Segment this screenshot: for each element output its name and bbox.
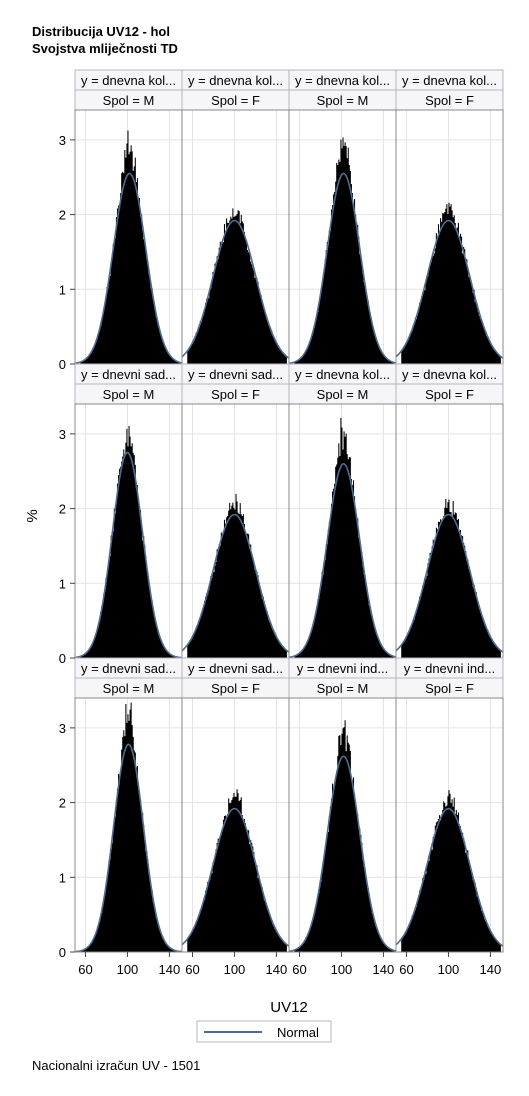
histogram-bars xyxy=(401,790,501,952)
panel-header-spol-label: Spol = F xyxy=(425,387,474,402)
y-tick-label: 3 xyxy=(59,133,66,148)
x-tick-label: 140 xyxy=(480,962,502,977)
y-tick-label: 1 xyxy=(59,870,66,885)
legend-entry-label: Normal xyxy=(277,1025,319,1040)
x-tick-label: 60 xyxy=(292,962,306,977)
panel-header-spol-label: Spol = M xyxy=(103,681,155,696)
histogram-bars xyxy=(294,137,394,364)
histogram-bars xyxy=(80,425,180,658)
x-tick-label: 140 xyxy=(159,962,181,977)
chart-title: Distribucija UV12 - hol xyxy=(32,24,170,39)
panel-header-spol-label: Spol = F xyxy=(211,681,260,696)
panel-header-spol-label: Spol = F xyxy=(211,387,260,402)
panel-header-spol-label: Spol = F xyxy=(425,681,474,696)
normal-curve xyxy=(181,513,290,653)
x-axis-label: UV12 xyxy=(270,999,308,1016)
normal-curve xyxy=(74,451,183,659)
chart-subtitle: Svojstva mliječnosti TD xyxy=(32,41,178,56)
panel-header-spol-label: Spol = M xyxy=(317,387,369,402)
panel-header-spol-label: Spol = M xyxy=(103,387,155,402)
normal-curve xyxy=(74,172,183,365)
panel-header-y-label: y = dnevni ind... xyxy=(297,661,388,676)
x-tick-label: 100 xyxy=(224,962,246,977)
panel-header-y-label: y = dnevna kol... xyxy=(402,367,497,382)
x-tick-label: 140 xyxy=(373,962,395,977)
x-tick-label: 140 xyxy=(266,962,288,977)
y-tick-label: 3 xyxy=(59,721,66,736)
panel-header-y-label: y = dnevni ind... xyxy=(404,661,495,676)
footnote: Nacionalni izračun UV - 1501 xyxy=(32,1058,201,1073)
panel-header-y-label: y = dnevni sad... xyxy=(81,661,176,676)
histogram-bars xyxy=(294,720,394,952)
panel-header-spol-label: Spol = F xyxy=(425,93,474,108)
panel-header-y-label: y = dnevna kol... xyxy=(295,367,390,382)
normal-curve xyxy=(288,462,397,659)
y-tick-label: 3 xyxy=(59,427,66,442)
normal-curve xyxy=(288,755,397,953)
histogram-bars xyxy=(187,493,287,658)
normal-curve xyxy=(395,513,504,653)
y-axis-label: % xyxy=(24,509,41,522)
normal-curve xyxy=(288,172,397,365)
panel-header-spol-label: Spol = M xyxy=(317,93,369,108)
normal-curve xyxy=(395,219,504,359)
histogram-bars xyxy=(80,130,180,364)
y-tick-label: 0 xyxy=(59,945,66,960)
histogram-bars xyxy=(401,498,501,658)
histogram-bars xyxy=(187,789,287,952)
y-tick-label: 0 xyxy=(59,357,66,372)
x-tick-label: 60 xyxy=(399,962,413,977)
panel-header-spol-label: Spol = M xyxy=(103,93,155,108)
panel-header-y-label: y = dnevna kol... xyxy=(81,73,176,88)
panel-header-y-label: y = dnevni sad... xyxy=(188,661,283,676)
y-tick-label: 0 xyxy=(59,651,66,666)
x-tick-label: 60 xyxy=(185,962,199,977)
y-tick-label: 2 xyxy=(59,502,66,517)
normal-curve xyxy=(74,743,183,953)
legend-box xyxy=(196,1020,332,1043)
y-tick-label: 2 xyxy=(59,796,66,811)
panel-header-spol-label: Spol = F xyxy=(211,93,260,108)
x-tick-label: 60 xyxy=(78,962,92,977)
histogram-bars xyxy=(80,702,180,952)
normal-curve xyxy=(181,807,290,947)
panel-header-y-label: y = dnevni sad... xyxy=(81,367,176,382)
x-tick-label: 100 xyxy=(117,962,139,977)
histogram-bars xyxy=(187,208,287,364)
y-tick-label: 1 xyxy=(59,282,66,297)
histogram-bars xyxy=(294,417,394,658)
x-tick-label: 100 xyxy=(331,962,353,977)
panel-frame xyxy=(395,697,504,953)
normal-curve xyxy=(395,807,504,947)
panel-header-y-label: y = dnevni sad... xyxy=(188,367,283,382)
histogram-bars xyxy=(401,202,501,364)
y-tick-label: 1 xyxy=(59,576,66,591)
y-tick-label: 2 xyxy=(59,208,66,223)
normal-curve xyxy=(181,219,290,359)
panel-header-y-label: y = dnevna kol... xyxy=(402,73,497,88)
panel-header-y-label: y = dnevna kol... xyxy=(295,73,390,88)
panel-header-spol-label: Spol = M xyxy=(317,681,369,696)
panel-header-y-label: y = dnevna kol... xyxy=(188,73,283,88)
x-tick-label: 100 xyxy=(438,962,460,977)
